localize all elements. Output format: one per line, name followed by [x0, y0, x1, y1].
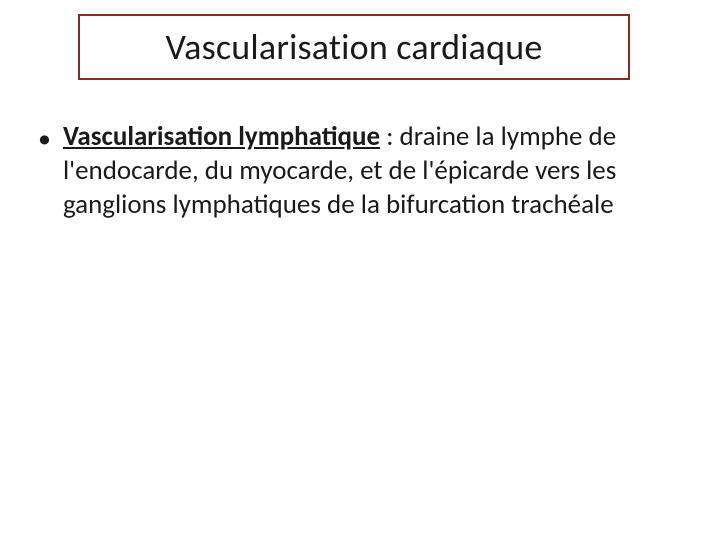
- title-box: Vascularisation cardiaque: [78, 14, 630, 80]
- slide: Vascularisation cardiaque • Vascularisat…: [0, 0, 720, 540]
- bullet-marker-icon: •: [38, 122, 51, 155]
- bullet-text: Vascularisation lymphatique : draine la …: [63, 120, 680, 221]
- slide-title: Vascularisation cardiaque: [166, 25, 543, 69]
- bullet-lead: Vascularisation lymphatique: [63, 120, 380, 153]
- bullet-item: • Vascularisation lymphatique : draine l…: [38, 120, 680, 221]
- content-area: • Vascularisation lymphatique : draine l…: [38, 120, 680, 221]
